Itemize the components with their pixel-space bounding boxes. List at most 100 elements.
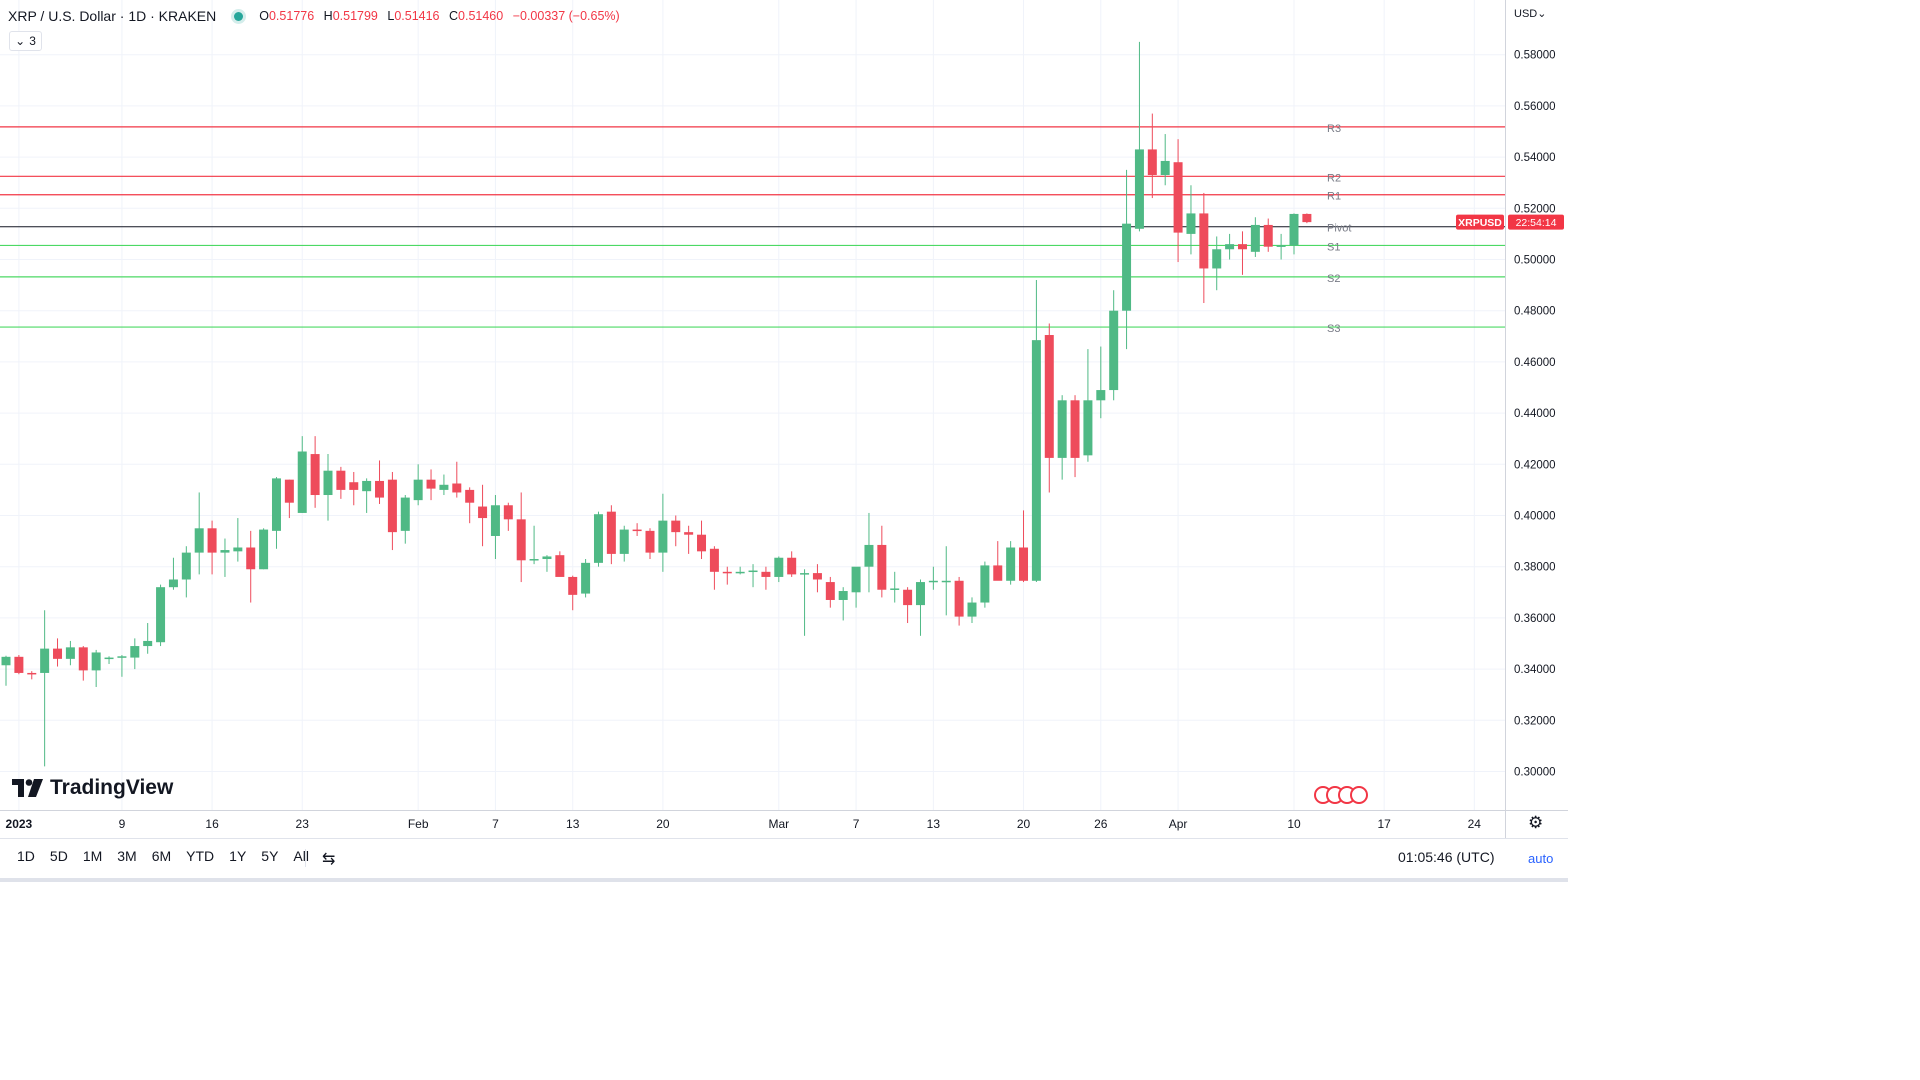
candle-body xyxy=(555,555,565,577)
range-buttons: 1D 5D 1M 3M 6M YTD 1Y 5Y All xyxy=(10,848,317,864)
candle-body xyxy=(568,576,578,595)
candle xyxy=(658,493,668,572)
candle-body xyxy=(851,566,861,593)
symbol-title[interactable]: XRP / U.S. Dollar · 1D · KRAKEN xyxy=(8,8,217,24)
candle xyxy=(181,546,191,598)
candle xyxy=(130,638,140,670)
x-tick-label: 20 xyxy=(1017,817,1031,831)
candle xyxy=(1225,233,1235,260)
x-tick-label: 17 xyxy=(1377,817,1391,831)
candle-body xyxy=(104,657,114,660)
candle xyxy=(1276,233,1286,260)
x-tick-label: 7 xyxy=(492,817,499,831)
economic-events-markers[interactable] xyxy=(1314,786,1368,804)
candle-body xyxy=(478,506,488,519)
candle-body xyxy=(980,565,990,603)
x-tick-label: 26 xyxy=(1094,817,1108,831)
range-1m-button[interactable]: 1M xyxy=(82,848,103,864)
range-ytd-button[interactable]: YTD xyxy=(186,848,215,864)
range-1y-button[interactable]: 1Y xyxy=(229,848,247,864)
candle xyxy=(632,523,642,536)
candle-body xyxy=(1173,162,1183,233)
candle xyxy=(207,520,217,575)
y-tick-label: 0.50000 xyxy=(1514,255,1556,267)
candle xyxy=(903,587,913,624)
grid xyxy=(0,0,1505,810)
x-tick-label: 20 xyxy=(656,817,670,831)
candle xyxy=(812,564,822,593)
candle-body xyxy=(812,573,822,580)
high-value: 0.51799 xyxy=(332,9,378,23)
candle-body xyxy=(452,483,462,493)
chart-header: XRP / U.S. Dollar · 1D · KRAKEN O0.51776… xyxy=(8,8,626,24)
candle-body xyxy=(787,557,797,575)
indicator-count: 3 xyxy=(29,34,36,48)
y-tick-label: 0.30000 xyxy=(1514,767,1556,779)
candle-body xyxy=(117,656,127,658)
gear-icon[interactable]: ⚙ xyxy=(1528,813,1544,832)
range-5d-button[interactable]: 5D xyxy=(49,848,68,864)
candle xyxy=(516,492,526,583)
candle-body xyxy=(503,505,513,520)
candle xyxy=(40,610,50,767)
range-6m-button[interactable]: 6M xyxy=(151,848,172,864)
candles[interactable] xyxy=(1,41,1312,767)
candle-body xyxy=(181,552,191,580)
range-5y-button[interactable]: 5Y xyxy=(261,848,279,864)
candle xyxy=(542,555,552,572)
chevron-down-icon: ⌄ xyxy=(1537,8,1547,20)
candle-body xyxy=(143,640,153,647)
x-tick-label: Apr xyxy=(1169,817,1188,831)
auto-scale-button[interactable]: auto xyxy=(1528,851,1554,866)
candle xyxy=(246,530,256,603)
range-all-button[interactable]: All xyxy=(293,848,309,864)
level-label-r3: R3 xyxy=(1327,123,1341,135)
currency-label: USD xyxy=(1514,8,1538,20)
x-tick-label: 7 xyxy=(853,817,860,831)
us-flag-icon[interactable] xyxy=(1350,786,1368,804)
candle xyxy=(1199,192,1209,304)
currency-selector[interactable]: USD⌄ xyxy=(1514,7,1546,20)
candle-body xyxy=(14,656,24,673)
candle xyxy=(684,525,694,554)
range-1d-button[interactable]: 1D xyxy=(17,848,35,864)
utc-clock[interactable]: 01:05:46 (UTC) xyxy=(1398,849,1495,865)
candle xyxy=(1044,323,1054,493)
candle-body xyxy=(194,528,204,553)
candle-body xyxy=(233,547,243,552)
chevron-down-icon: ⌄ xyxy=(15,34,26,48)
candle-body xyxy=(774,557,784,577)
close-value: 0.51460 xyxy=(458,9,504,23)
tradingview-logo[interactable]: TradingView xyxy=(12,776,173,800)
candle-body xyxy=(645,530,655,553)
candle-body xyxy=(323,470,333,496)
candle-body xyxy=(632,529,642,532)
high-key: H xyxy=(323,9,333,23)
candle-body xyxy=(271,478,281,531)
candle xyxy=(722,566,732,585)
candle-body xyxy=(697,534,707,552)
candle-body xyxy=(207,528,217,553)
symbol-tag-bg xyxy=(1456,214,1504,230)
bottom-strip xyxy=(0,878,1568,882)
candle-body xyxy=(1212,249,1222,269)
close-key: C xyxy=(448,9,459,23)
candle-body xyxy=(581,562,591,594)
low-value: 0.51416 xyxy=(394,9,440,23)
candle-body xyxy=(426,479,436,489)
level-label-pivot: Pivot xyxy=(1327,223,1351,235)
toolbar-divider xyxy=(305,849,306,867)
candle-body xyxy=(1006,547,1016,581)
candle xyxy=(1083,349,1093,462)
level-label-s3: S3 xyxy=(1327,323,1340,335)
indicators-collapse-button[interactable]: ⌄ 3 xyxy=(9,31,42,51)
candle-body xyxy=(156,587,166,643)
candle-body xyxy=(465,489,475,503)
range-3m-button[interactable]: 3M xyxy=(117,848,137,864)
candle xyxy=(233,518,243,562)
y-tick-label: 0.44000 xyxy=(1514,408,1556,420)
candle-body xyxy=(967,602,977,617)
level-label-s1: S1 xyxy=(1327,241,1340,253)
date-range-icon[interactable]: ⇆ xyxy=(322,851,336,868)
